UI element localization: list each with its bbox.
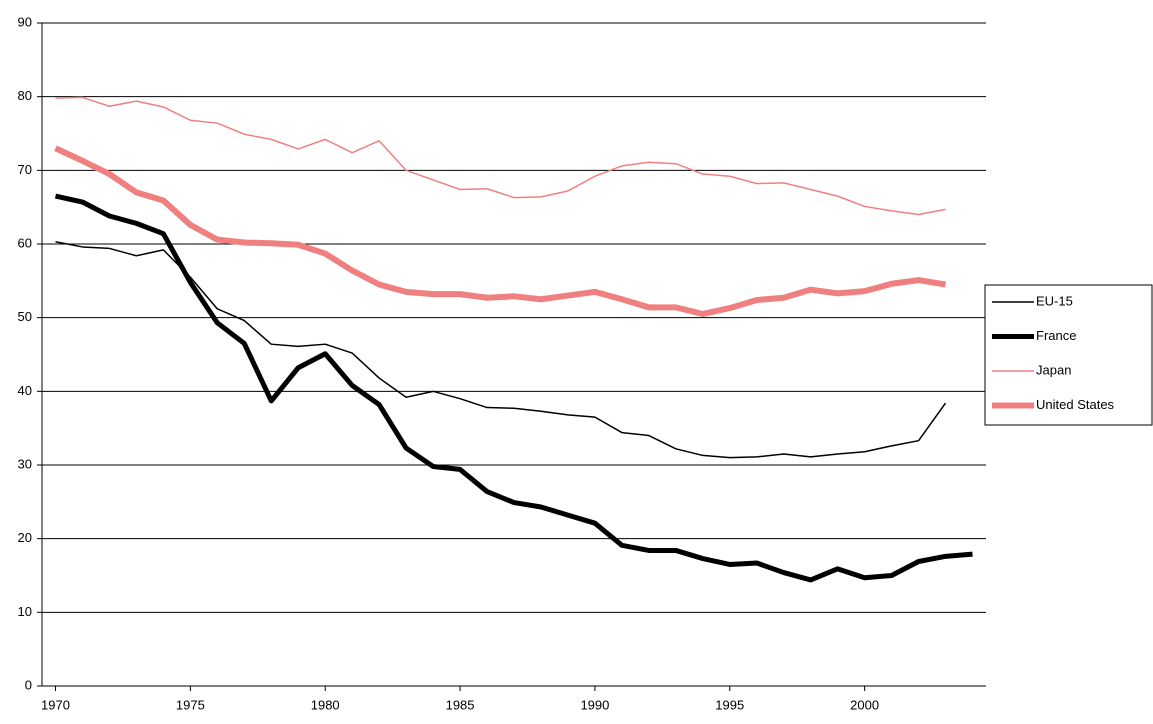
x-tick-label: 1975 bbox=[176, 697, 205, 712]
x-tick-label: 1980 bbox=[311, 697, 340, 712]
y-tick-label: 80 bbox=[18, 88, 32, 103]
y-tick-label: 70 bbox=[18, 162, 32, 177]
y-tick-label: 30 bbox=[18, 456, 32, 471]
x-tick-label: 1970 bbox=[41, 697, 70, 712]
y-tick-label: 50 bbox=[18, 309, 32, 324]
y-tick-label: 10 bbox=[18, 604, 32, 619]
legend-label: Japan bbox=[1036, 362, 1071, 377]
y-tick-label: 0 bbox=[25, 677, 32, 692]
x-tick-label: 2000 bbox=[850, 697, 879, 712]
x-tick-label: 1990 bbox=[580, 697, 609, 712]
y-tick-label: 40 bbox=[18, 383, 32, 398]
x-tick-label: 1985 bbox=[446, 697, 475, 712]
legend-label: France bbox=[1036, 328, 1076, 343]
y-tick-label: 20 bbox=[18, 530, 32, 545]
series-line bbox=[54, 193, 973, 583]
series-line bbox=[54, 145, 947, 317]
y-tick-label: 90 bbox=[18, 14, 32, 29]
y-tick-label: 60 bbox=[18, 235, 32, 250]
legend-box bbox=[984, 284, 1153, 426]
series-line bbox=[55, 96, 946, 216]
legend-label: EU-15 bbox=[1036, 293, 1073, 308]
legend-label: United States bbox=[1036, 397, 1115, 412]
series-line bbox=[55, 241, 947, 459]
x-tick-label: 1995 bbox=[715, 697, 744, 712]
